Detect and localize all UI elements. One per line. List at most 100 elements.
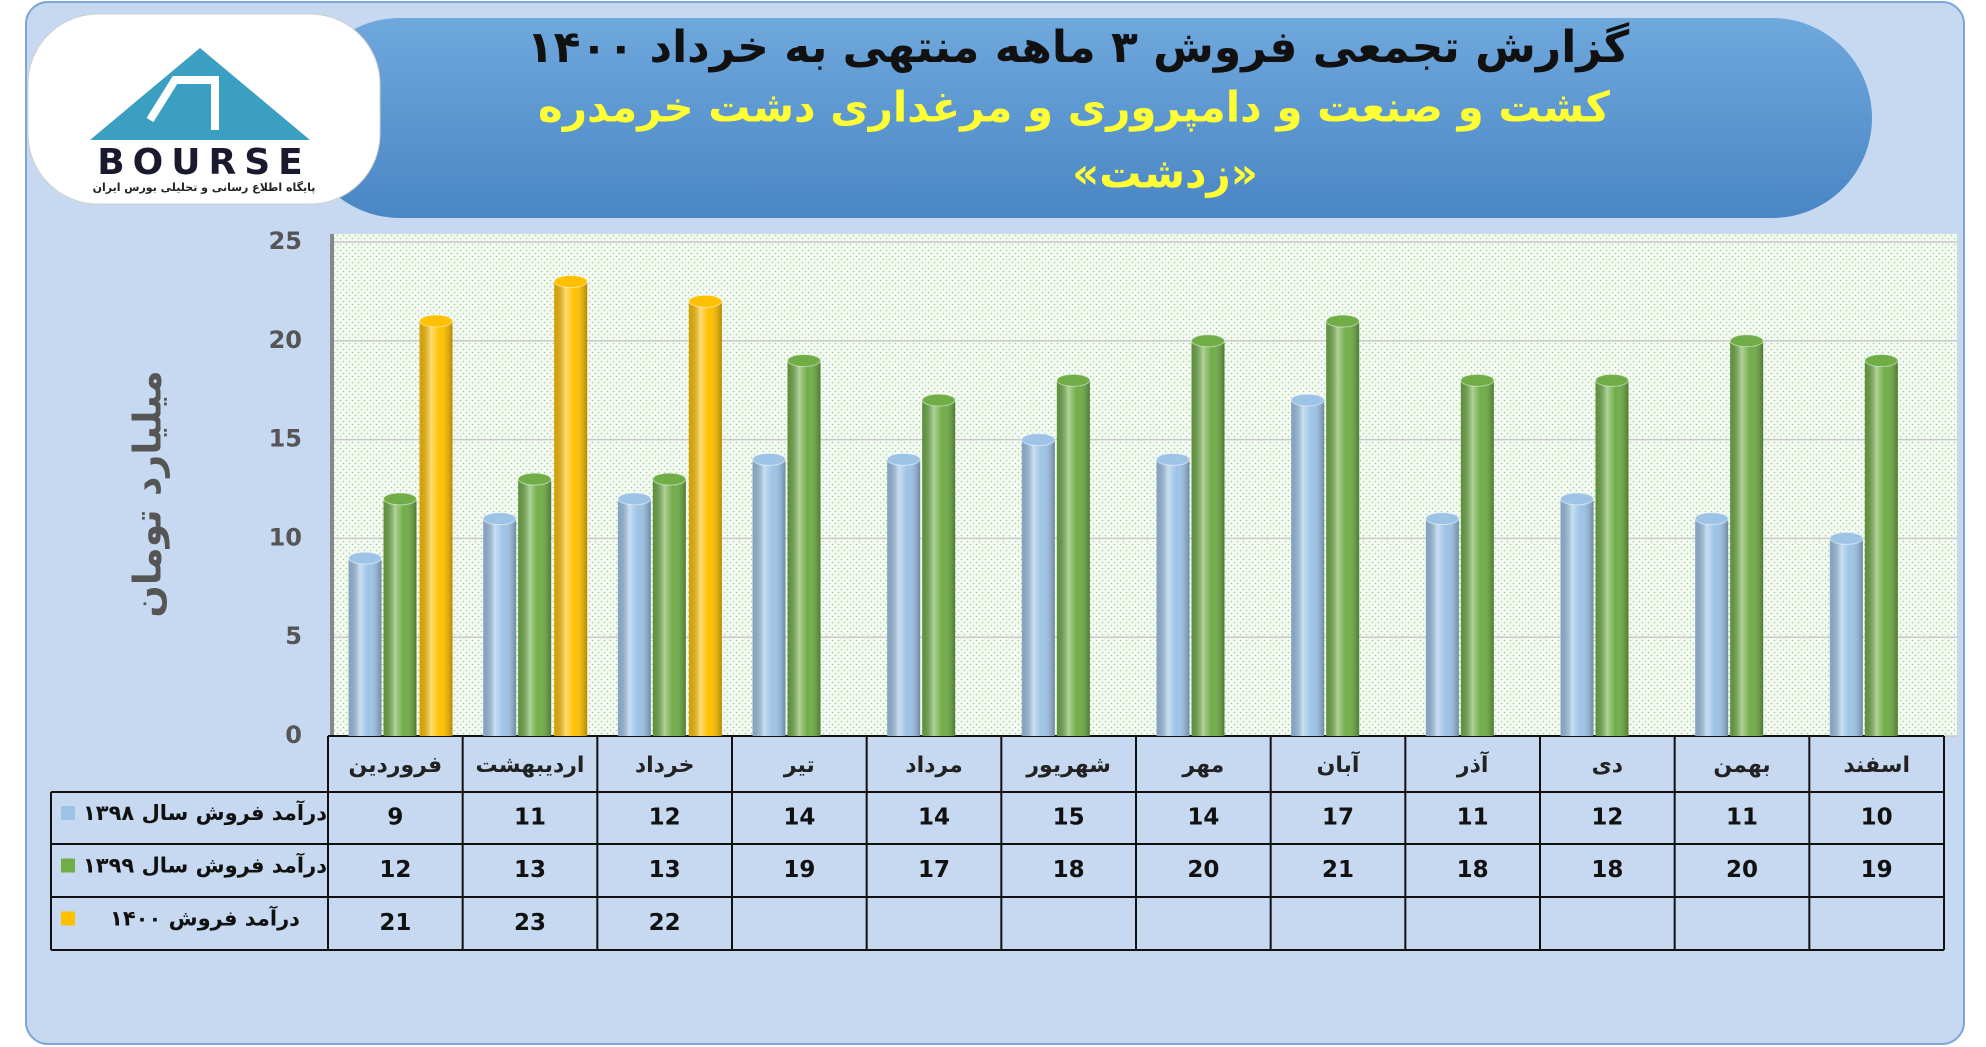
x-tick-label: اردیبهشت [476, 753, 585, 778]
bar-cap [419, 314, 453, 328]
bar-shade [752, 459, 786, 736]
bar-shade [1829, 538, 1863, 736]
legend-swatch [61, 806, 75, 820]
x-tick-label: فروردین [348, 753, 442, 778]
table-cell: 19 [1861, 857, 1893, 883]
table-cell: 11 [1457, 805, 1489, 831]
table-cell: 20 [1187, 857, 1219, 883]
bar-cap [1460, 373, 1495, 387]
table-cell: 18 [1591, 857, 1623, 883]
table-cell: 12 [379, 857, 411, 883]
bar-shade [1864, 360, 1898, 736]
legend-swatch [61, 911, 75, 926]
bar-shade [518, 479, 552, 736]
bar-cap [482, 512, 517, 526]
x-tick-label: شهریور [1025, 753, 1111, 778]
y-tick-label: 25 [269, 227, 302, 255]
table-cell: 18 [1457, 857, 1489, 883]
table-cell: 17 [1322, 805, 1354, 831]
bar-cap [348, 551, 382, 565]
plot-area [332, 234, 1957, 736]
x-tick-label: اسفند [1843, 753, 1910, 778]
legend-swatch [61, 858, 75, 873]
bar-cap [1595, 373, 1629, 387]
chart-subtitle: «زدشت» [1072, 149, 1258, 198]
bar-cap [1425, 512, 1460, 526]
bar-cap [617, 492, 652, 506]
bar-shade [688, 301, 722, 736]
logo-name: BOURSE [97, 142, 311, 183]
x-tick-label: مرداد [905, 753, 962, 778]
x-tick-label: تیر [783, 753, 815, 778]
chart-subtitle: کشت و صنعت و دامپروری و مرغداری دشت خرمد… [538, 83, 1610, 133]
bar-shade [1326, 321, 1360, 736]
bar-cap [553, 275, 588, 289]
y-tick-label: 20 [269, 326, 302, 354]
table-cell: 13 [649, 857, 681, 883]
table-cell: 19 [783, 857, 815, 883]
table-cell: 18 [1053, 857, 1085, 883]
x-tick-label: بهمن [1713, 753, 1770, 778]
bar-shade [419, 321, 453, 736]
table-cell: 10 [1861, 805, 1893, 831]
banner [300, 18, 1872, 218]
y-tick-label: 10 [269, 523, 302, 551]
bar-cap [1021, 433, 1056, 447]
bar-cap [517, 472, 552, 486]
bar-cap [787, 354, 821, 368]
bar-shade [1460, 380, 1494, 736]
bar-cap [652, 472, 687, 486]
bar-cap [1729, 334, 1764, 348]
logo: BOURSE پایگاه اطلاع رسانی و تحلیلی بورس … [27, 13, 381, 205]
table-cell: 20 [1726, 857, 1758, 883]
bar-shade [1695, 518, 1729, 736]
bar-shade [617, 498, 651, 736]
bar-cap [1191, 334, 1225, 348]
table-cell: 17 [918, 857, 950, 883]
table-cell: 15 [1053, 805, 1085, 831]
bar-shade [1425, 518, 1459, 736]
table-cell: 12 [649, 805, 681, 831]
bar-shade [887, 459, 921, 736]
bar-shade [1730, 340, 1764, 736]
bar-cap [1829, 531, 1864, 545]
bar-cap [1156, 452, 1190, 466]
y-tick-label: 0 [285, 721, 302, 749]
table-cell: 14 [1187, 805, 1219, 831]
x-tick-label: خرداد [635, 753, 695, 778]
table-cell: 23 [514, 910, 546, 936]
table-cell: 13 [514, 857, 546, 883]
bar-cap [1056, 373, 1091, 387]
bar-shade [348, 558, 382, 736]
x-tick-label: دی [1592, 753, 1623, 778]
bar-shade [554, 281, 588, 736]
bar-shade [483, 518, 517, 736]
bar-shade [922, 400, 956, 736]
bar-cap [688, 294, 723, 308]
chart-title: گزارش تجمعی فروش ۳ ماهه منتهی به خرداد ۱… [527, 21, 1630, 73]
bar-cap [383, 492, 417, 506]
bar-cap [752, 452, 786, 466]
table-cell: 11 [514, 805, 546, 831]
bar-cap [921, 393, 956, 407]
x-tick-label: آبان [1317, 750, 1360, 778]
bar-cap [1560, 492, 1594, 506]
table-cell: 12 [1591, 805, 1623, 831]
bar-shade [652, 479, 686, 736]
table-cell: 21 [379, 910, 411, 936]
bar-shade [1595, 380, 1629, 736]
y-tick-label: 5 [285, 622, 302, 650]
table-cell: 14 [918, 805, 950, 831]
bar-shade [383, 498, 417, 736]
logo-tagline: پایگاه اطلاع رسانی و تحلیلی بورس ایران [93, 181, 316, 194]
legend-label: درآمد فروش سال ۱۳۹۹ [83, 853, 327, 878]
y-tick-label: 15 [269, 425, 302, 453]
table-cell: 21 [1322, 857, 1354, 883]
bar-cap [1325, 314, 1360, 328]
table-cell: 22 [649, 910, 681, 936]
bar-cap [1864, 354, 1899, 368]
bar-shade [1291, 400, 1325, 736]
table-cell: 9 [387, 805, 403, 831]
table-cell: 14 [783, 805, 815, 831]
